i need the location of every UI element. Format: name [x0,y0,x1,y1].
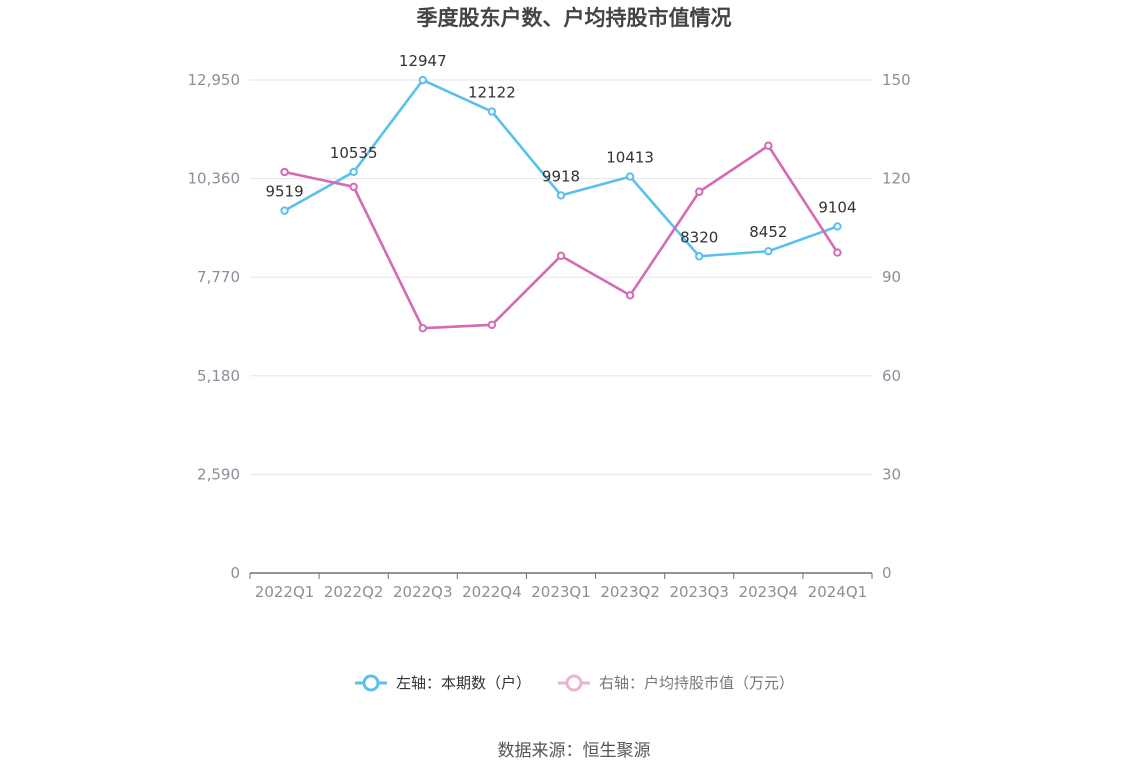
right-tick-label: 90 [882,268,901,286]
data-point [833,248,842,257]
x-tick-label: 2022Q4 [462,583,522,601]
left-tick-label: 12,950 [188,71,241,89]
data-point [556,191,566,200]
legend-label-right-axis: 右轴：户均持股市值（万元） [599,674,795,692]
data-label: 9104 [818,198,856,216]
left-tick-label: 5,180 [197,367,240,385]
x-axis: 2022Q1 2022Q2 2022Q3 2022Q4 2023Q1 2023Q2 2023… [249,572,873,601]
x-tick-label: 2023Q2 [600,583,660,601]
data-point [695,187,704,196]
data-point [487,320,497,330]
data-point [833,222,842,231]
right-tick-label: 0 [882,564,892,582]
x-tick-label: 2022Q2 [324,583,384,601]
left-tick-label: 0 [230,564,240,582]
grid-lines [250,79,872,475]
x-tick-label: 2023Q4 [739,583,799,601]
data-label: 12122 [468,84,516,102]
data-point [349,167,358,177]
data-point [556,251,566,261]
data-label: 10413 [606,149,654,167]
series-layer [280,75,842,333]
left-tick-label: 10,360 [188,170,241,188]
legend-item-left-axis[interactable]: 左轴：本期数（户） [354,672,531,693]
data-labels: 9519 10535 12947 12122 9918 10413 8320 8452 9104 [265,52,856,246]
right-tick-label: 120 [882,170,911,188]
right-tick-label: 150 [882,71,911,89]
data-point [764,247,773,256]
x-tick-label: 2024Q1 [808,583,868,601]
left-tick-label: 2,590 [197,465,240,483]
data-point [625,291,635,300]
data-point [764,141,773,150]
data-point [487,107,497,116]
legend-marker-blue-icon [354,674,387,691]
data-label: 8452 [749,223,787,241]
legend-marker-pink-icon [558,674,590,691]
left-axis: 0 2,590 5,180 7,770 10,360 12,950 [188,71,241,582]
chart-canvas: 0 2,590 5,180 7,770 10,360 12,950 0 30 60 90 120 1… [188,52,911,601]
data-point [418,323,427,333]
x-tick-label: 2023Q1 [531,583,591,601]
data-label: 9519 [265,183,303,201]
right-tick-label: 30 [882,465,901,483]
data-label: 9918 [542,167,580,185]
data-point [280,206,289,215]
left-tick-label: 7,770 [197,268,240,286]
data-label: 8320 [680,228,718,246]
data-point [280,167,289,177]
legend: 左轴：本期数（户） 右轴：户均持股市值（万元） [0,672,1148,693]
data-point [695,252,704,261]
legend-item-right-axis[interactable]: 右轴：户均持股市值（万元） [557,672,794,693]
x-tick-label: 2022Q1 [255,583,315,601]
right-tick-label: 60 [882,367,901,385]
x-tick-label: 2022Q3 [393,583,453,601]
chart-title: 季度股东户数、户均持股市值情况 [416,6,732,30]
data-source: 数据来源：恒生聚源 [497,741,651,761]
data-point [349,182,358,192]
x-tick-label: 2023Q3 [669,583,729,601]
legend-label-left-axis: 左轴：本期数（户） [395,674,531,692]
data-point [625,172,635,181]
data-label: 12947 [399,52,447,70]
data-label: 10535 [330,144,378,162]
data-point [418,75,427,85]
right-axis: 0 30 60 90 120 150 [882,71,911,582]
